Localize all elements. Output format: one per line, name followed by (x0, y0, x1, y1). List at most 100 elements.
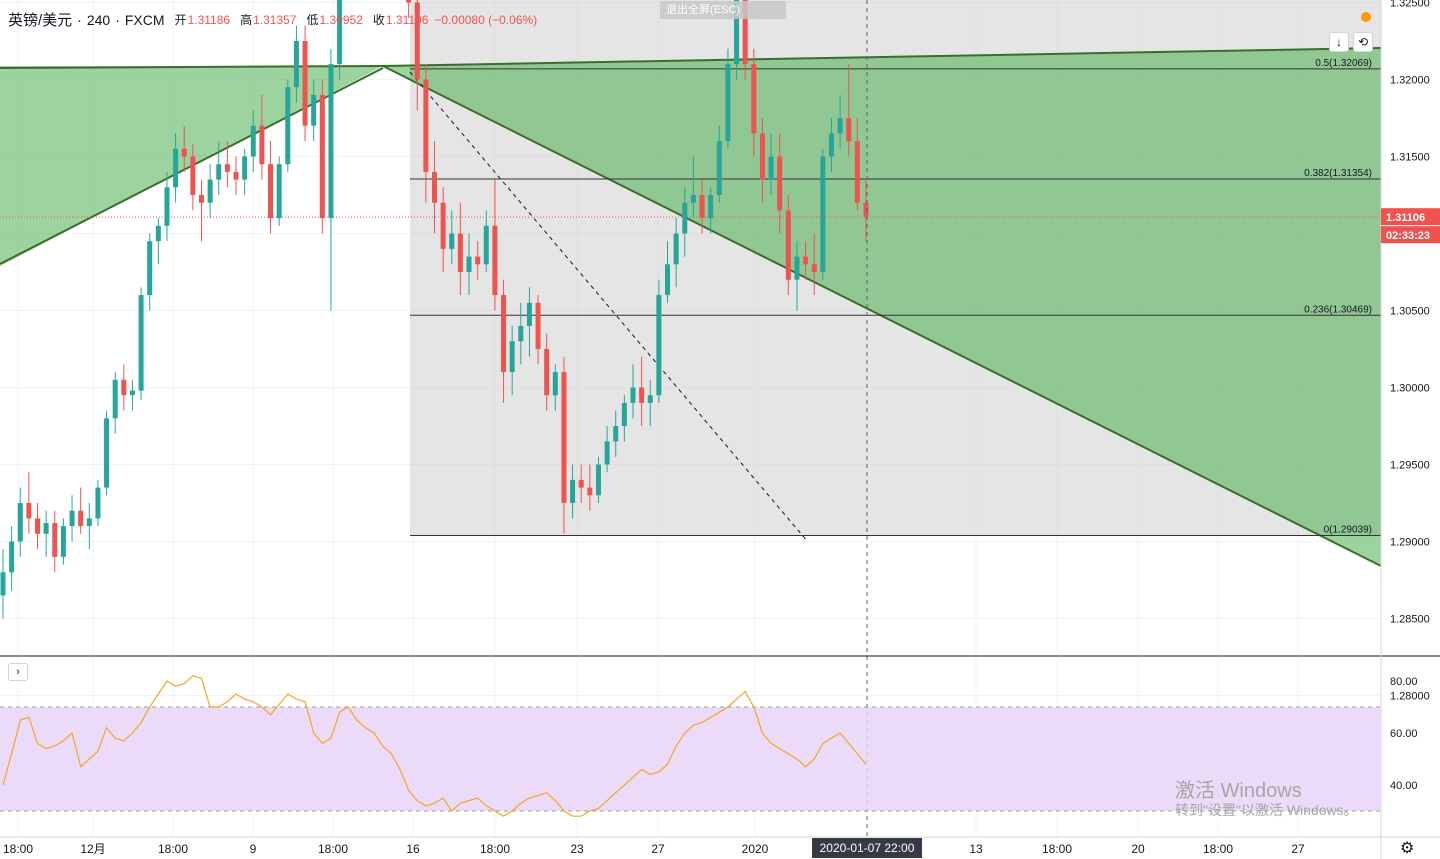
candle-body (121, 379, 127, 396)
candle-body (656, 295, 662, 396)
candle-body (319, 94, 325, 219)
time-axis-label: 27 (651, 842, 665, 856)
candle-body (86, 518, 92, 527)
candle-body (233, 171, 239, 180)
expand-indicator-button[interactable]: › (8, 663, 28, 681)
time-axis-label: 18:00 (3, 842, 33, 856)
candle-body (337, 0, 343, 65)
candle-body (552, 372, 558, 396)
candle-body (820, 156, 826, 272)
candle-body (328, 64, 334, 219)
low-value: 1.30952 (319, 12, 363, 27)
candle-body (173, 148, 179, 188)
close-label: 收 (372, 13, 385, 27)
candle-body (699, 195, 705, 219)
candle-body (768, 156, 774, 180)
candle-body (613, 426, 619, 442)
candle-body (587, 487, 593, 496)
price-badge (1381, 226, 1440, 244)
candle-body (190, 156, 196, 195)
candle-body (60, 526, 66, 557)
candle-body (475, 256, 481, 265)
open-label: 开 (174, 13, 187, 27)
candle-body (129, 390, 135, 396)
fib-level-label: 0(1.29039) (1324, 524, 1372, 535)
candle-body (630, 387, 636, 403)
candle-body (794, 256, 800, 280)
change-value: −0.00080 (−0.06%) (434, 12, 538, 27)
candle-body (716, 141, 722, 195)
price-badge-label: 02:33:23 (1386, 230, 1430, 242)
candle-body (285, 87, 291, 165)
high-value: 1.31357 (253, 12, 297, 27)
candle-body (751, 64, 757, 134)
price-badge-label: 1.31106 (1386, 212, 1425, 224)
symbol-name[interactable]: 英镑/美元 (8, 12, 73, 29)
open-value: 1.31186 (187, 12, 231, 27)
time-axis-label: 18:00 (318, 842, 348, 856)
candle-body (95, 487, 101, 519)
candle-body (734, 0, 740, 65)
header-separator: · (115, 11, 120, 28)
candle-body (268, 164, 274, 219)
price-axis-label: 1.32500 (1390, 0, 1430, 10)
reset-chart-button[interactable]: ⟲ (1353, 32, 1373, 52)
chevron-right-icon: › (16, 666, 20, 678)
candle-body (224, 164, 230, 172)
candle-body (440, 202, 446, 249)
candle-body (526, 302, 532, 326)
candle-body (647, 395, 653, 403)
candle-body (846, 118, 852, 142)
candle-body (535, 302, 541, 349)
rsi-axis-label: 40.00 (1390, 780, 1418, 792)
high-label: 高 (240, 13, 253, 27)
candle-body (509, 341, 515, 373)
refresh-icon: ⟲ (1357, 35, 1369, 49)
candle-body (811, 264, 817, 272)
candle-body (311, 94, 317, 126)
exit-fullscreen-button[interactable]: 退出全屏(ESC) (660, 1, 786, 19)
candle-body (432, 171, 437, 203)
watermark-subtitle: 转到"设置"以激活 Windows。 (1175, 802, 1358, 818)
candle-body (250, 125, 256, 157)
candle-body (259, 125, 265, 165)
candle-body (147, 241, 153, 296)
gear-icon[interactable]: ⚙ (1400, 840, 1415, 857)
close-value: 1.31106 (385, 12, 429, 27)
candle-body (854, 141, 860, 203)
fib-trend-dashed (409, 71, 809, 543)
candle-body (216, 164, 222, 180)
candle-body (483, 225, 489, 265)
candle-body (242, 156, 248, 180)
price-axis-label: 1.28500 (1390, 614, 1430, 626)
candle-body (561, 372, 567, 503)
candle-body (604, 441, 610, 465)
green-triangle-right (383, 48, 1381, 566)
candle-body (457, 233, 463, 272)
time-axis-label: 2020 (742, 842, 769, 856)
candle-body (9, 541, 15, 573)
candle-body (837, 118, 843, 134)
candle-body (17, 503, 23, 542)
time-axis-label: 27 (1291, 842, 1305, 856)
time-axis-label: 12月 (80, 842, 105, 856)
candle-body (104, 418, 110, 488)
fib-level-label: 0.382(1.31354) (1304, 168, 1372, 179)
trend-line (382, 47, 1382, 67)
time-axis-label: 18:00 (158, 842, 188, 856)
source-label: FXCM (124, 11, 165, 28)
candle-body (164, 187, 170, 226)
candle-body (785, 210, 791, 280)
candle-body (423, 79, 429, 172)
candle-body (406, 0, 412, 3)
candle-body (708, 195, 714, 219)
scroll-down-button[interactable]: ↓ (1329, 32, 1349, 52)
rsi-line (2, 675, 867, 817)
interval-label[interactable]: 240 (86, 11, 111, 28)
candle-body (112, 379, 118, 419)
candle-body (501, 295, 507, 373)
time-axis-label: 18:00 (1042, 842, 1072, 856)
rsi-axis-label: 60.00 (1390, 728, 1418, 740)
candle-body (293, 41, 299, 88)
